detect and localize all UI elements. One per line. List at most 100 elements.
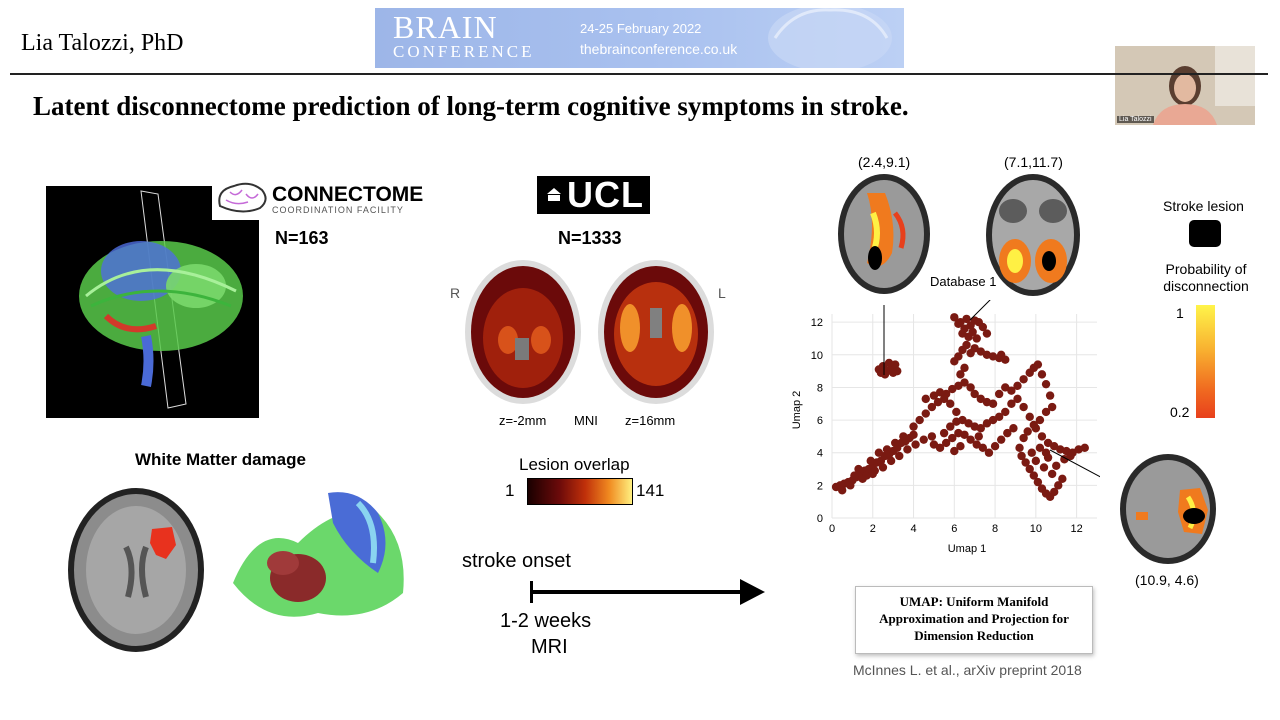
scatter-point [935, 443, 945, 453]
citation: McInnes L. et al., arXiv preprint 2018 [853, 662, 1082, 678]
x-tick-label: 6 [951, 523, 957, 535]
banner-brand: BRAIN [393, 9, 498, 45]
scatter-point [978, 322, 988, 332]
lesion-overlap-slice-low [465, 260, 581, 404]
ucl-logo: UCL [537, 174, 650, 215]
scatter-point [994, 389, 1004, 399]
scatter-point [899, 432, 908, 441]
scatter-point [1066, 451, 1075, 461]
scatter-point [968, 327, 977, 337]
lesion-overlap-min: 1 [505, 481, 515, 500]
mni-label: MNI [574, 413, 598, 428]
y-tick-label: 2 [817, 480, 823, 492]
ucl-portico-icon [547, 188, 561, 201]
scatter-point [950, 313, 959, 322]
banner-dates: 24-25 February 2022 [580, 21, 702, 36]
scatter-point [1019, 402, 1028, 412]
scatter-point [941, 389, 951, 399]
scatter-point [1019, 375, 1028, 384]
scatter-point [1013, 394, 1022, 404]
stroke-lesion-legend-label: Stroke lesion [1163, 198, 1244, 214]
umap-scatter-plot: 0 2 4 6 8 10 12 0 2 4 6 8 10 12 Umap 1 Umap 2 [791, 300, 1100, 555]
timeline-arrow-icon [740, 579, 765, 605]
scatter-point [921, 409, 930, 418]
presenter-name: Lia Talozzi, PhD [21, 30, 184, 56]
scatter-point [960, 430, 969, 439]
scatter-point [927, 432, 937, 441]
umap-ylabel: Umap 2 [791, 391, 803, 430]
y-tick-label: 10 [811, 350, 823, 362]
y-tick-label: 0 [817, 513, 823, 525]
scatter-point [950, 446, 959, 456]
umap-points [831, 313, 1089, 501]
scatter-point [895, 451, 904, 461]
webcam-label: Lia Talozzi [1117, 116, 1154, 123]
x-tick-label: 2 [870, 523, 876, 535]
scatter-point [850, 471, 859, 480]
scatter-point [1029, 420, 1039, 430]
scatter-point [1025, 464, 1034, 474]
scatter-point [1052, 461, 1061, 470]
scatter-point [1058, 474, 1067, 484]
connectome-logo-text: CONNECTOME [272, 183, 424, 206]
scatter-point [1035, 443, 1045, 453]
y-tick-label: 6 [817, 415, 823, 427]
scatter-point [956, 370, 965, 379]
callout-line-2 [969, 300, 991, 321]
scatter-point [939, 428, 949, 438]
y-tick-label: 12 [811, 317, 823, 329]
scatter-point [1007, 386, 1016, 395]
scatter-point [1041, 379, 1051, 389]
scatter-point [954, 319, 963, 328]
connectome-sample-size: N=163 [275, 228, 329, 248]
conference-banner: BRAIN CONFERENCE 24-25 February 2022 the… [375, 8, 904, 68]
hemisphere-right-label: R [450, 285, 461, 301]
scatter-point [1049, 487, 1059, 497]
scatter-point [915, 415, 924, 425]
scatter-point [1017, 451, 1026, 461]
lesion-overlap-slice-high [598, 260, 714, 404]
scatter-point [958, 329, 967, 338]
scatter-point [996, 350, 1006, 359]
timeline-mri-label: MRI [531, 636, 568, 658]
scatter-point [1029, 471, 1039, 480]
scatter-point [988, 399, 998, 408]
scatter-point [1047, 402, 1057, 412]
scatter-point [837, 486, 847, 495]
probability-colorbar [1196, 305, 1215, 418]
probability-min-label: 0.2 [1170, 404, 1190, 420]
scatter-point [1031, 456, 1041, 466]
scatter-point [921, 394, 930, 404]
disconnection-slice-1 [838, 174, 930, 294]
scatter-point [1047, 469, 1057, 479]
scatter-point [876, 368, 886, 377]
connectome-logo-subtext: COORDINATION FACILITY [272, 205, 404, 215]
scatter-point [1019, 433, 1028, 443]
scatter-point [846, 481, 855, 490]
x-tick-label: 0 [829, 523, 835, 535]
disconnection-slice-3 [1120, 454, 1216, 564]
scatter-point [1009, 424, 1018, 433]
scatter-point [882, 445, 892, 454]
scatter-point [978, 443, 988, 453]
scatter-point [946, 399, 955, 408]
scatter-point [903, 445, 912, 454]
coord-label-1: (2.4,9.1) [858, 154, 911, 170]
slice-z2-label: z=16mm [625, 413, 676, 428]
scatter-point [874, 448, 884, 457]
scatter-point [952, 407, 961, 417]
scatter-point [974, 432, 983, 441]
umap-ticks: 0 2 4 6 8 10 12 0 2 4 6 8 10 12 [811, 317, 1083, 535]
scatter-point [962, 340, 971, 350]
probability-legend-label: Probability of disconnection [1163, 261, 1249, 294]
scatter-point [962, 314, 971, 324]
scatter-point [1033, 477, 1043, 487]
tractography-image [46, 186, 259, 418]
tractography-brain-icon [79, 190, 243, 409]
hemisphere-left-label: L [718, 285, 726, 301]
scatter-point [890, 438, 900, 448]
stroke-lesion-swatch [1189, 220, 1221, 247]
scatter-point [984, 448, 994, 457]
disconnection-slice-2 [986, 174, 1080, 296]
scatter-point [1021, 458, 1030, 467]
